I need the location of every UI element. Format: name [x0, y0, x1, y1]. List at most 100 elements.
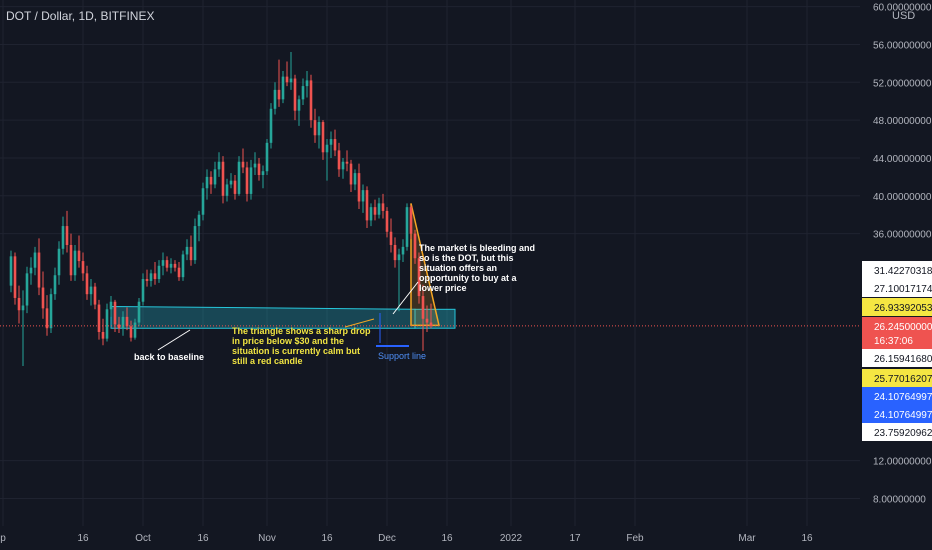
candle-body	[345, 161, 349, 164]
candle-body	[381, 203, 385, 211]
candle-body	[89, 286, 93, 295]
candle-body	[285, 76, 289, 83]
candle-body	[153, 273, 157, 280]
price-tick-label: 12.00000000	[873, 457, 932, 468]
candle-body	[109, 301, 113, 310]
candle-body	[185, 246, 189, 255]
candle-body	[405, 207, 409, 247]
candle-body	[353, 173, 357, 185]
candle-body	[313, 120, 317, 136]
price-tick-label: 48.00000000	[873, 116, 932, 127]
candle-body	[41, 287, 45, 309]
candle-body	[317, 122, 321, 136]
time-axis[interactable]: p 16 Oct 16 Nov 16 Dec 16 2022 17 Feb Mar 16	[0, 533, 813, 544]
candle-body	[401, 246, 405, 255]
baseline-channel[interactable]	[110, 305, 416, 329]
candle-body	[97, 304, 101, 332]
candle-body	[277, 89, 281, 100]
time-tick-label: 16	[801, 533, 813, 544]
candle-body	[125, 316, 129, 327]
bleeding-arrow	[392, 281, 419, 315]
candle-body	[189, 246, 193, 261]
candle-body	[329, 139, 333, 145]
price-label: 31.42270318	[874, 266, 932, 277]
annotation-triangle[interactable]: The triangle shows a sharp drop in price…	[232, 326, 371, 366]
candle-body	[21, 305, 25, 311]
candle-body	[393, 244, 397, 261]
candle-body	[73, 250, 77, 276]
annotation-support[interactable]: Support line	[378, 351, 427, 361]
candle-body	[145, 279, 149, 281]
price-label-bg	[862, 298, 932, 316]
candle-body	[361, 190, 365, 202]
annotation-baseline[interactable]: back to baseline	[134, 352, 205, 362]
candle-body	[349, 163, 353, 185]
candle-body	[257, 163, 261, 175]
baseline-arrow	[157, 329, 191, 351]
drawings-front	[0, 281, 860, 351]
candle-body	[17, 297, 21, 311]
candle-body	[201, 188, 205, 215]
candle-body	[61, 226, 65, 249]
price-tick-label: 8.00000000	[873, 494, 926, 505]
candle-body	[69, 244, 73, 276]
candle-body	[33, 252, 37, 268]
candle-body	[221, 161, 225, 196]
candle-body	[429, 322, 433, 326]
price-label: 23.75920962	[874, 428, 932, 439]
time-tick-label: 16	[441, 533, 453, 544]
price-tick-label: 40.00000000	[873, 192, 932, 203]
candle-body	[413, 233, 417, 259]
time-tick-label: Nov	[258, 533, 276, 544]
candle-body	[57, 248, 61, 276]
price-label: 26.24500000	[874, 322, 932, 333]
candle-body	[29, 267, 33, 274]
candle-body	[117, 324, 121, 329]
candle-body	[77, 250, 81, 262]
price-tick-label: 36.00000000	[873, 230, 932, 241]
time-tick-label: 16	[77, 533, 89, 544]
price-label: 24.10764997	[874, 410, 932, 421]
price-label-bg	[862, 369, 932, 387]
triangle-arrow	[344, 318, 375, 328]
symbol-title[interactable]: DOT / Dollar, 1D, BITFINEX	[6, 9, 155, 23]
price-label: 27.10017174	[874, 284, 932, 295]
candle-body	[305, 80, 309, 87]
candle-body	[281, 76, 285, 100]
price-label: 24.10764997	[874, 392, 932, 403]
annotation-bleeding[interactable]: The market is bleeding and so is the DOT…	[419, 243, 536, 293]
price-label-bg	[862, 387, 932, 405]
time-tick-label: Dec	[378, 533, 396, 544]
candle-body	[337, 150, 341, 170]
candle-body	[85, 273, 89, 295]
candle-body	[205, 176, 209, 189]
candle-body	[253, 163, 257, 168]
price-label-bg	[862, 261, 932, 279]
candle-body	[53, 275, 57, 295]
candle-body	[389, 231, 393, 245]
candle-body	[341, 161, 345, 170]
candle-body	[93, 286, 97, 305]
price-label-bg	[862, 331, 932, 349]
candle-body	[113, 301, 117, 325]
candle-body	[289, 78, 293, 83]
candle-body	[373, 207, 377, 215]
candle-body	[169, 263, 173, 268]
candle-body	[265, 142, 269, 172]
time-tick-label: Oct	[135, 533, 151, 544]
price-axis[interactable]: 60.00000000 56.00000000 52.00000000 48.0000…	[860, 0, 932, 526]
candle-body	[357, 173, 361, 202]
candle-body	[9, 256, 13, 286]
candle-body	[417, 258, 421, 297]
candle-body	[105, 309, 109, 339]
candle-body	[245, 167, 249, 194]
candle-body	[369, 207, 373, 221]
candle-body	[213, 169, 217, 185]
candle-body	[365, 190, 369, 221]
candle-body	[217, 161, 221, 170]
price-label-bg	[862, 405, 932, 423]
candle-body	[129, 326, 133, 338]
candle-body	[325, 144, 329, 153]
